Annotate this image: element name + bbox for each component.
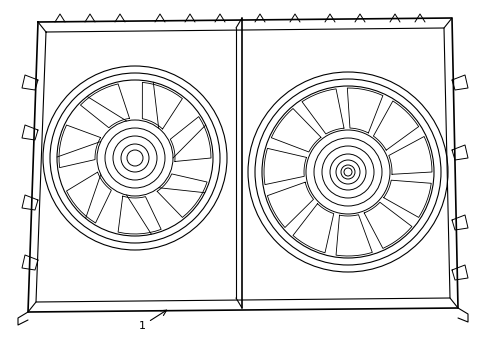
Text: 1: 1 <box>138 321 145 331</box>
